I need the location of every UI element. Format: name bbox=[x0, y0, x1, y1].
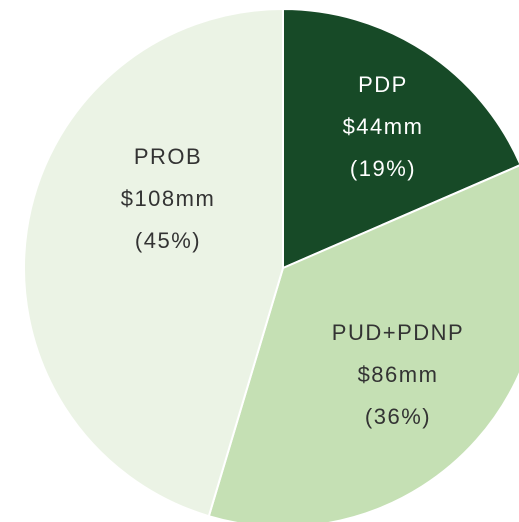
slice-label: PUD+PDNP bbox=[332, 320, 464, 345]
percent-label: (36%) bbox=[365, 404, 431, 429]
value-label: $86mm bbox=[358, 362, 439, 387]
percent-label: (19%) bbox=[350, 156, 416, 181]
pie-slice bbox=[282, 7, 519, 270]
pie-slice bbox=[207, 164, 519, 522]
pie-slice bbox=[23, 7, 284, 518]
value-label: $44mm bbox=[343, 114, 424, 139]
value-label: $108mm bbox=[121, 186, 216, 211]
percent-label: (45%) bbox=[135, 228, 201, 253]
slice-label: PROB bbox=[134, 144, 202, 169]
slice-label: PDP bbox=[358, 72, 408, 97]
